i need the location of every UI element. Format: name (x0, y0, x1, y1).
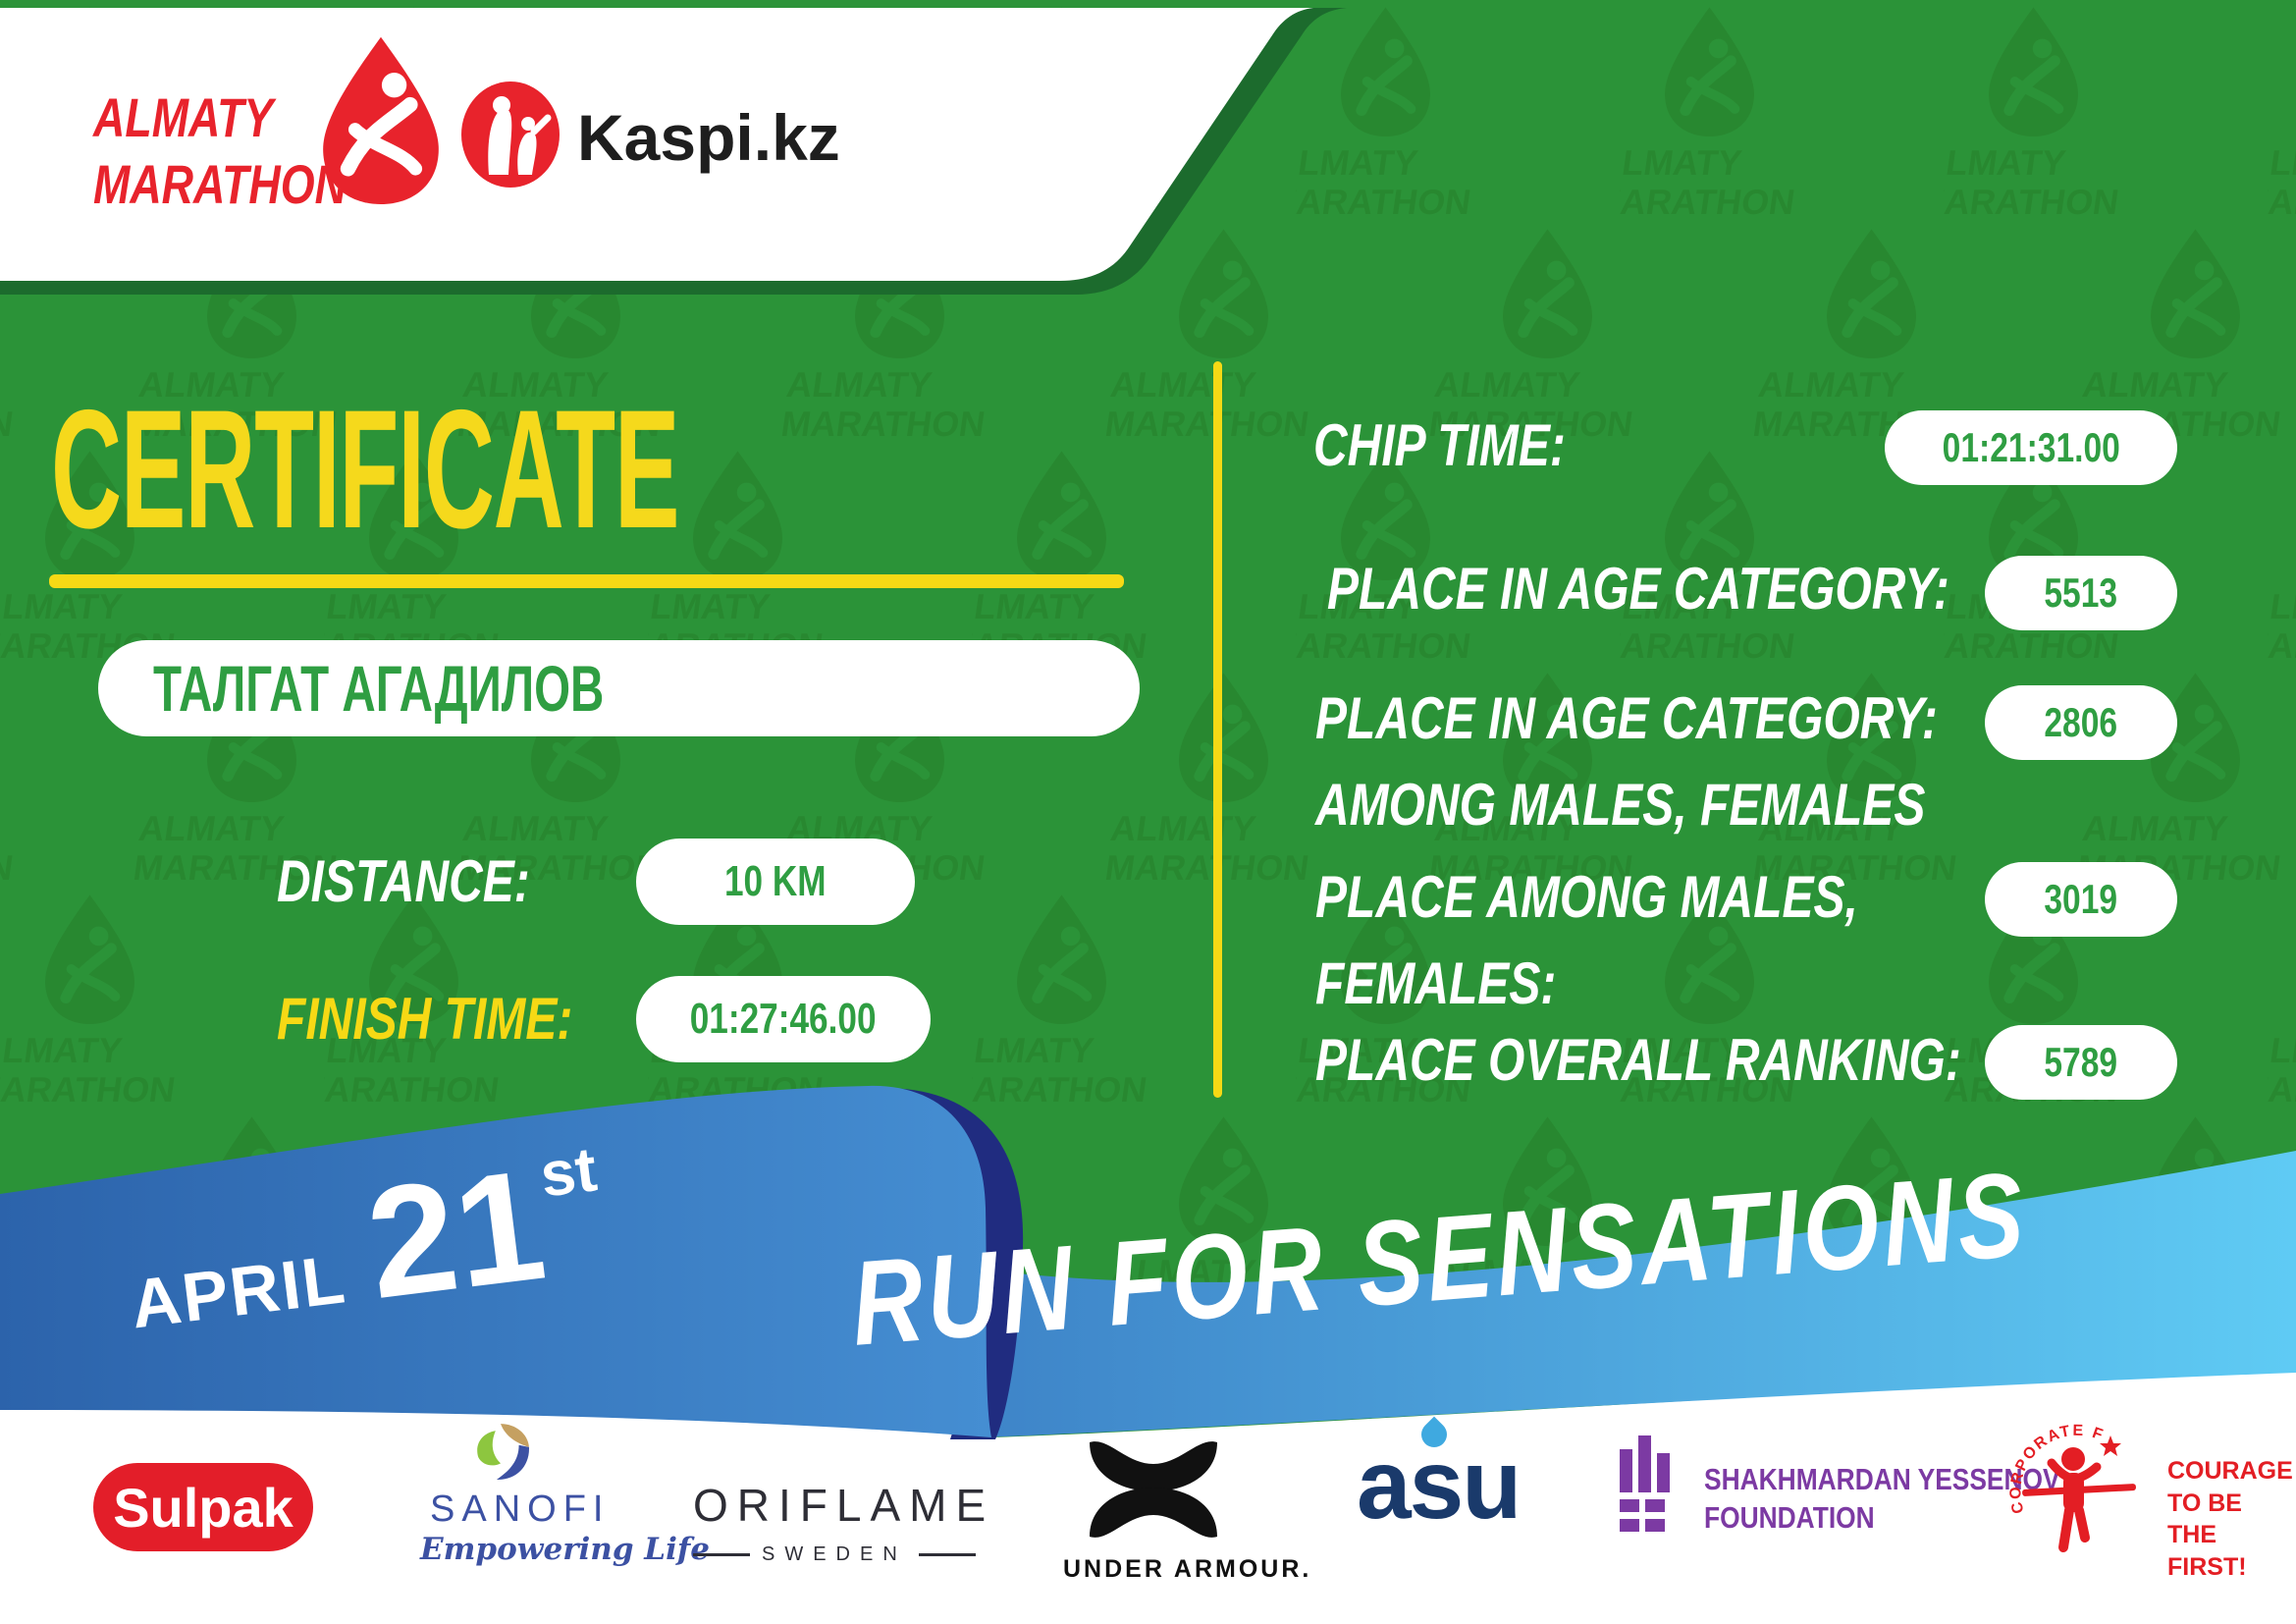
almaty-runner-icon (323, 36, 439, 204)
under-armour-icon (1090, 1441, 1217, 1538)
event-slogan: RUN FOR SENSATIONS (846, 1147, 2032, 1371)
distance-label: DISTANCE: (277, 848, 530, 914)
results-divider (1213, 361, 1222, 1098)
chip-time-pill: 01:21:31.00 (1885, 410, 2177, 485)
page-title: CERTIFICATE (51, 375, 680, 564)
sulpak-logo: Sulpak (93, 1463, 313, 1551)
under-armour-wordmark: UNDER ARMOUR. (1063, 1555, 1312, 1583)
courage-fund-icon: CORPORATE FUND (2002, 1418, 2136, 1552)
sanofi-wordmark: SANOFI (430, 1489, 611, 1530)
ribbon-curl (883, 1088, 1024, 1439)
place-gender-pill: 3019 (1985, 862, 2177, 937)
age-category-gender-pill: 2806 (1985, 685, 2177, 760)
event-date-suffix: st (536, 1133, 601, 1211)
chip-time-label: CHIP TIME: (1313, 412, 1566, 478)
runner-name-field: ТАЛГАТ АГАДИЛОВ (98, 640, 1140, 736)
place-gender-label-line1: PLACE AMONG MALES, (1315, 864, 1858, 930)
overall-ranking-pill: 5789 (1985, 1025, 2177, 1100)
finish-time-pill: 01:27:46.00 (636, 976, 931, 1062)
place-gender-label-line2: FEMALES: (1315, 950, 1557, 1016)
oriflame-sweden-line: SWEDEN (693, 1543, 976, 1566)
sanofi-tagline: Empowering Life (420, 1532, 710, 1567)
age-category-pill: 5513 (1985, 556, 2177, 630)
finish-time-label: FINISH TIME: (277, 986, 573, 1052)
yessenov-icon (1620, 1435, 1670, 1532)
sanofi-icon (477, 1424, 529, 1480)
header-white-panel (0, 8, 1313, 281)
kaspi-icon (461, 81, 560, 188)
age-category-label: PLACE IN AGE CATEGORY: (1327, 556, 1949, 622)
event-date-day: 21 (358, 1135, 554, 1332)
almaty-marathon-logo: ALMATY MARATHON (93, 90, 409, 212)
oriflame-right-rule (918, 1553, 976, 1556)
almaty-logo-line1: ALMATY (93, 86, 274, 148)
asu-wordmark: asu (1357, 1430, 1522, 1540)
oriflame-wordmark: ORIFLAME (693, 1480, 995, 1531)
yessenov-wordmark: SHAKHMARDAN YESSENOV FOUNDATION (1704, 1462, 2060, 1535)
event-date-month: APRIL (127, 1240, 350, 1343)
event-date: APRIL 21 st (118, 1133, 612, 1352)
kaspi-wordmark: Kaspi.kz (577, 101, 840, 174)
ribbon-left (0, 1085, 991, 1437)
age-category-gender-label-line2: AMONG MALES, FEMALES (1315, 772, 1926, 838)
age-category-gender-label-line1: PLACE IN AGE CATEGORY: (1315, 685, 1938, 751)
title-underline (49, 574, 1124, 588)
overall-ranking-label: PLACE OVERALL RANKING: (1315, 1027, 1961, 1093)
courage-slogan: COURAGE TO BE THE FIRST! (2167, 1457, 2293, 1581)
almaty-logo-line2: MARATHON (93, 153, 347, 215)
oriflame-sub-label: SWEDEN (762, 1543, 907, 1565)
ribbon-right (977, 1151, 2296, 1437)
distance-value-pill: 10 KM (636, 839, 915, 925)
oriflame-left-rule (693, 1553, 750, 1556)
